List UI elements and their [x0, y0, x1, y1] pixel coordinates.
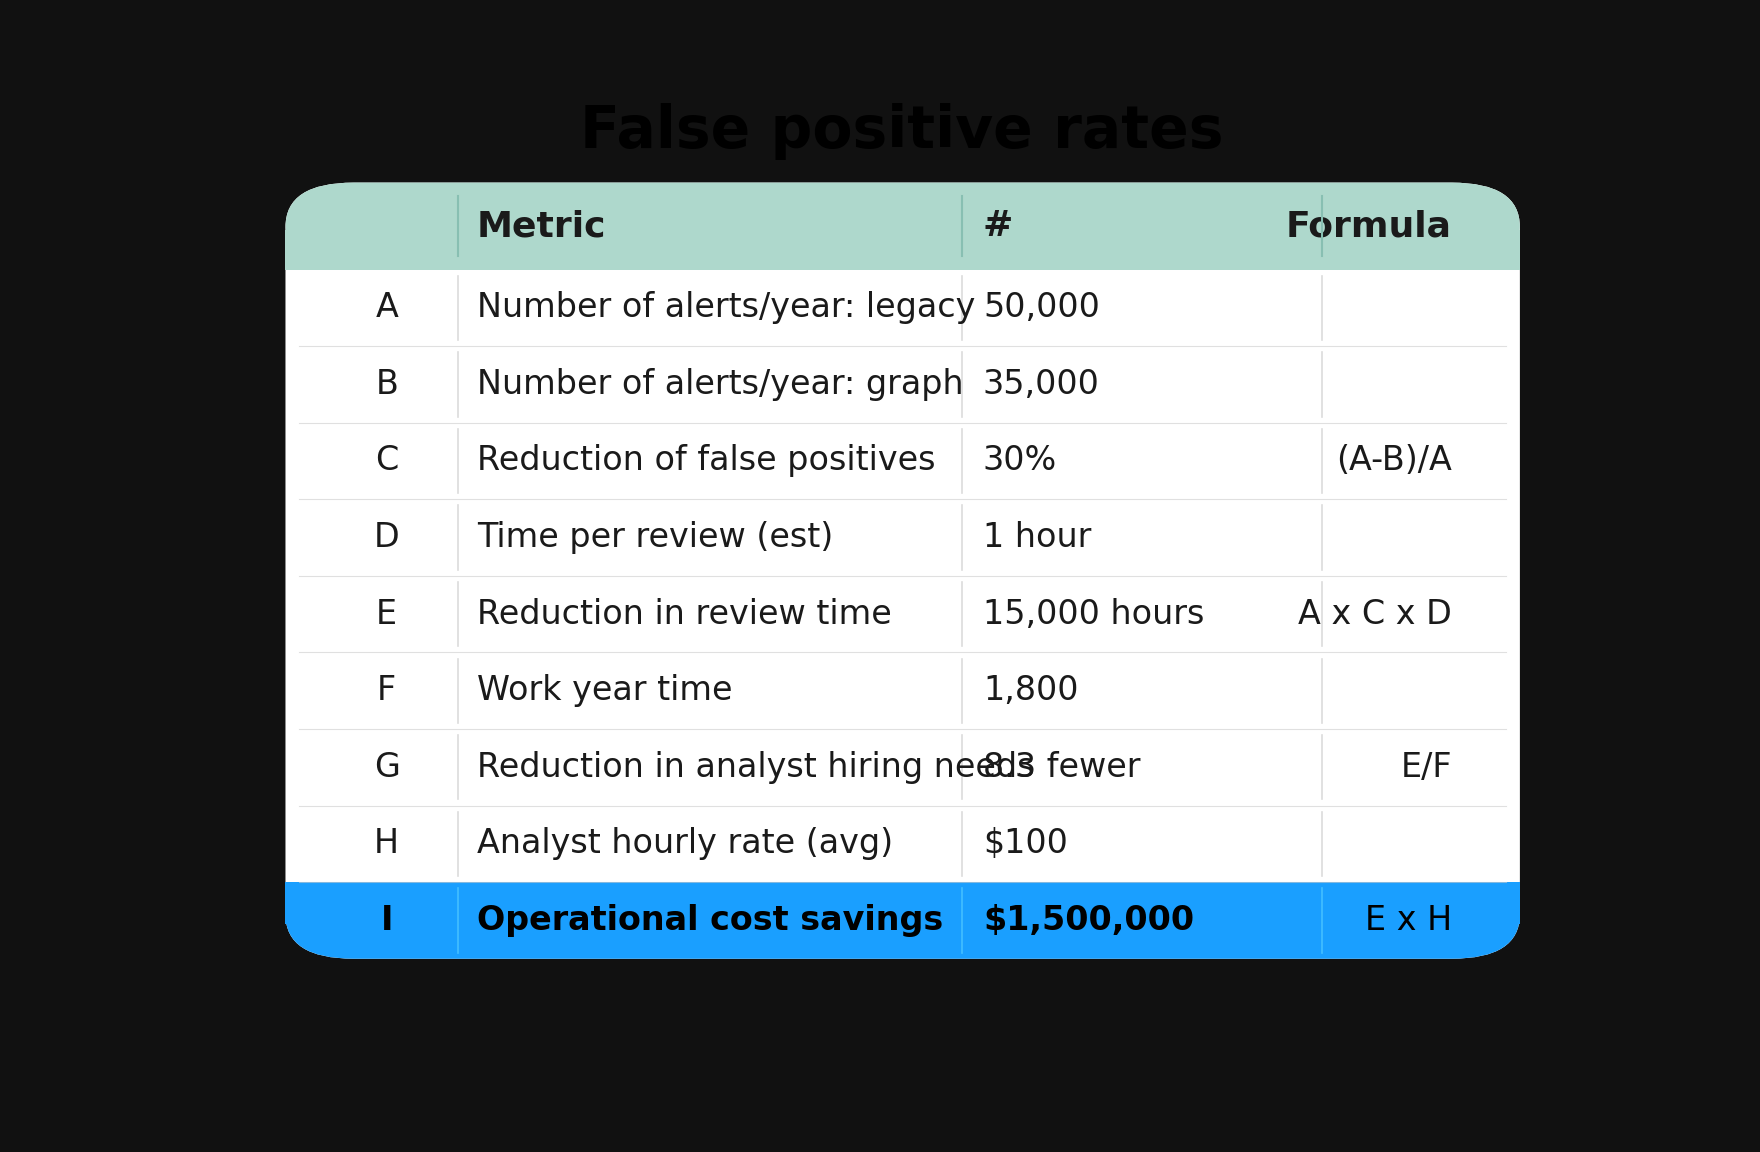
Text: E/F: E/F: [1401, 751, 1452, 783]
Text: F: F: [377, 674, 396, 707]
Text: Analyst hourly rate (avg): Analyst hourly rate (avg): [477, 827, 892, 861]
Text: H: H: [375, 827, 400, 861]
Text: Number of alerts/year: legacy: Number of alerts/year: legacy: [477, 291, 975, 325]
FancyBboxPatch shape: [285, 183, 1521, 958]
Text: #: #: [982, 209, 1014, 243]
Text: Reduction in analyst hiring needs: Reduction in analyst hiring needs: [477, 751, 1035, 783]
Text: (A-B)/A: (A-B)/A: [1336, 445, 1452, 477]
Text: Formula: Formula: [1287, 209, 1452, 243]
Text: 30%: 30%: [982, 445, 1058, 477]
Text: False positive rates: False positive rates: [581, 104, 1223, 160]
Text: D: D: [373, 521, 400, 554]
Text: Operational cost savings: Operational cost savings: [477, 904, 943, 937]
Text: $1,500,000: $1,500,000: [982, 904, 1193, 937]
Text: 15,000 hours: 15,000 hours: [982, 598, 1204, 630]
Text: 1 hour: 1 hour: [982, 521, 1091, 554]
Text: 8.3 fewer: 8.3 fewer: [982, 751, 1140, 783]
Text: B: B: [375, 367, 398, 401]
Text: 1,800: 1,800: [982, 674, 1079, 707]
Text: A x C x D: A x C x D: [1299, 598, 1452, 630]
Text: Reduction in review time: Reduction in review time: [477, 598, 892, 630]
FancyBboxPatch shape: [285, 183, 1521, 270]
FancyBboxPatch shape: [285, 882, 1521, 958]
Bar: [285, 230, 1521, 270]
Text: Time per review (est): Time per review (est): [477, 521, 832, 554]
Text: $100: $100: [982, 827, 1068, 861]
Text: C: C: [375, 445, 398, 477]
Text: A: A: [375, 291, 398, 325]
Text: Number of alerts/year: graph: Number of alerts/year: graph: [477, 367, 963, 401]
Text: Work year time: Work year time: [477, 674, 732, 707]
Text: Reduction of false positives: Reduction of false positives: [477, 445, 935, 477]
Text: 35,000: 35,000: [982, 367, 1100, 401]
Text: I: I: [380, 904, 392, 937]
Bar: [285, 882, 1521, 924]
Text: E x H: E x H: [1364, 904, 1452, 937]
Text: G: G: [373, 751, 400, 783]
Text: 50,000: 50,000: [982, 291, 1100, 325]
Text: E: E: [377, 598, 398, 630]
Text: Metric: Metric: [477, 209, 605, 243]
